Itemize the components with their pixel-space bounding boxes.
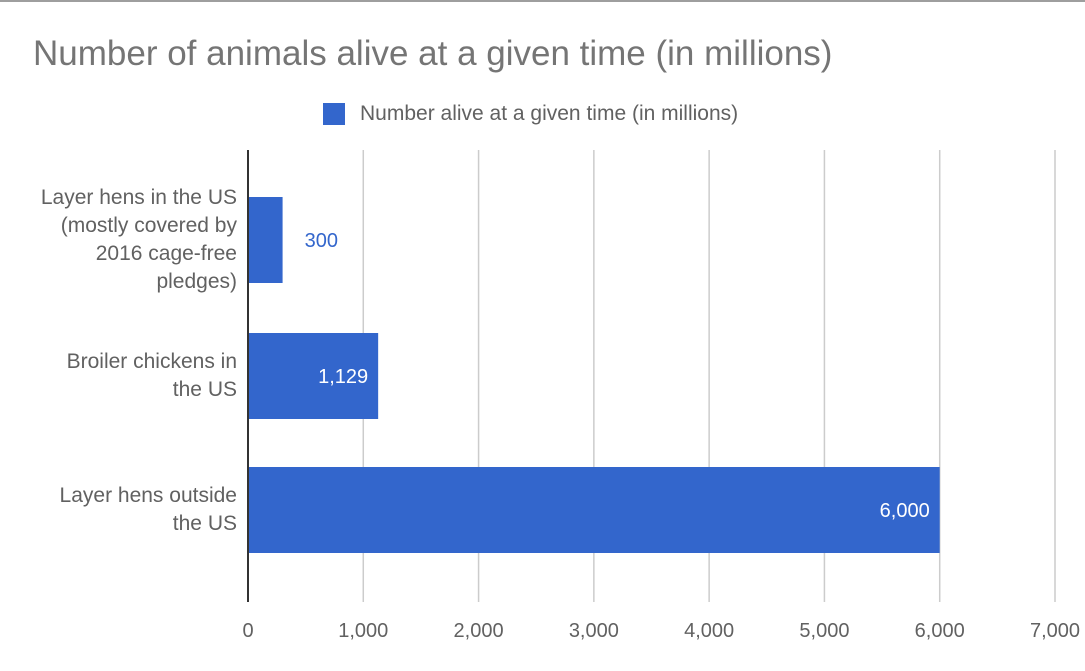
chart-title: Number of animals alive at a given time … xyxy=(33,34,833,73)
bar xyxy=(248,467,940,553)
category-label-line: pledges) xyxy=(156,270,237,293)
top-border xyxy=(0,0,1085,2)
bar-value-label: 1,129 xyxy=(318,366,368,388)
x-tick-label: 2,000 xyxy=(454,620,504,642)
x-tick-label: 3,000 xyxy=(569,620,619,642)
x-tick-label: 4,000 xyxy=(684,620,734,642)
bar xyxy=(248,197,283,283)
x-tick-label: 5,000 xyxy=(799,620,849,642)
x-tick-label: 1,000 xyxy=(338,620,388,642)
x-tick-label: 6,000 xyxy=(915,620,965,642)
category-label: Layer hens outside the US xyxy=(7,482,237,538)
x-tick-label: 0 xyxy=(242,620,253,642)
bar-value-label: 6,000 xyxy=(880,500,930,522)
category-label-line: Layer hens outside xyxy=(59,484,237,507)
bar-value-label: 300 xyxy=(305,230,338,252)
category-label-line: the US xyxy=(172,512,237,535)
legend-swatch xyxy=(323,103,345,125)
category-label-line: (mostly covered by xyxy=(60,214,237,237)
category-label-line: Layer hens in the US xyxy=(40,186,237,209)
category-label-line: Broiler chickens in xyxy=(66,350,237,373)
category-label: Layer hens in the US (mostly covered by 20… xyxy=(7,184,237,296)
category-label: Broiler chickens in the US xyxy=(7,348,237,404)
x-tick-label: 7,000 xyxy=(1030,620,1080,642)
legend: Number alive at a given time (in million… xyxy=(323,101,738,127)
legend-label: Number alive at a given time (in million… xyxy=(360,102,739,125)
category-label-line: 2016 cage-free xyxy=(95,242,237,265)
category-label-line: the US xyxy=(172,378,237,401)
bar xyxy=(248,333,379,419)
